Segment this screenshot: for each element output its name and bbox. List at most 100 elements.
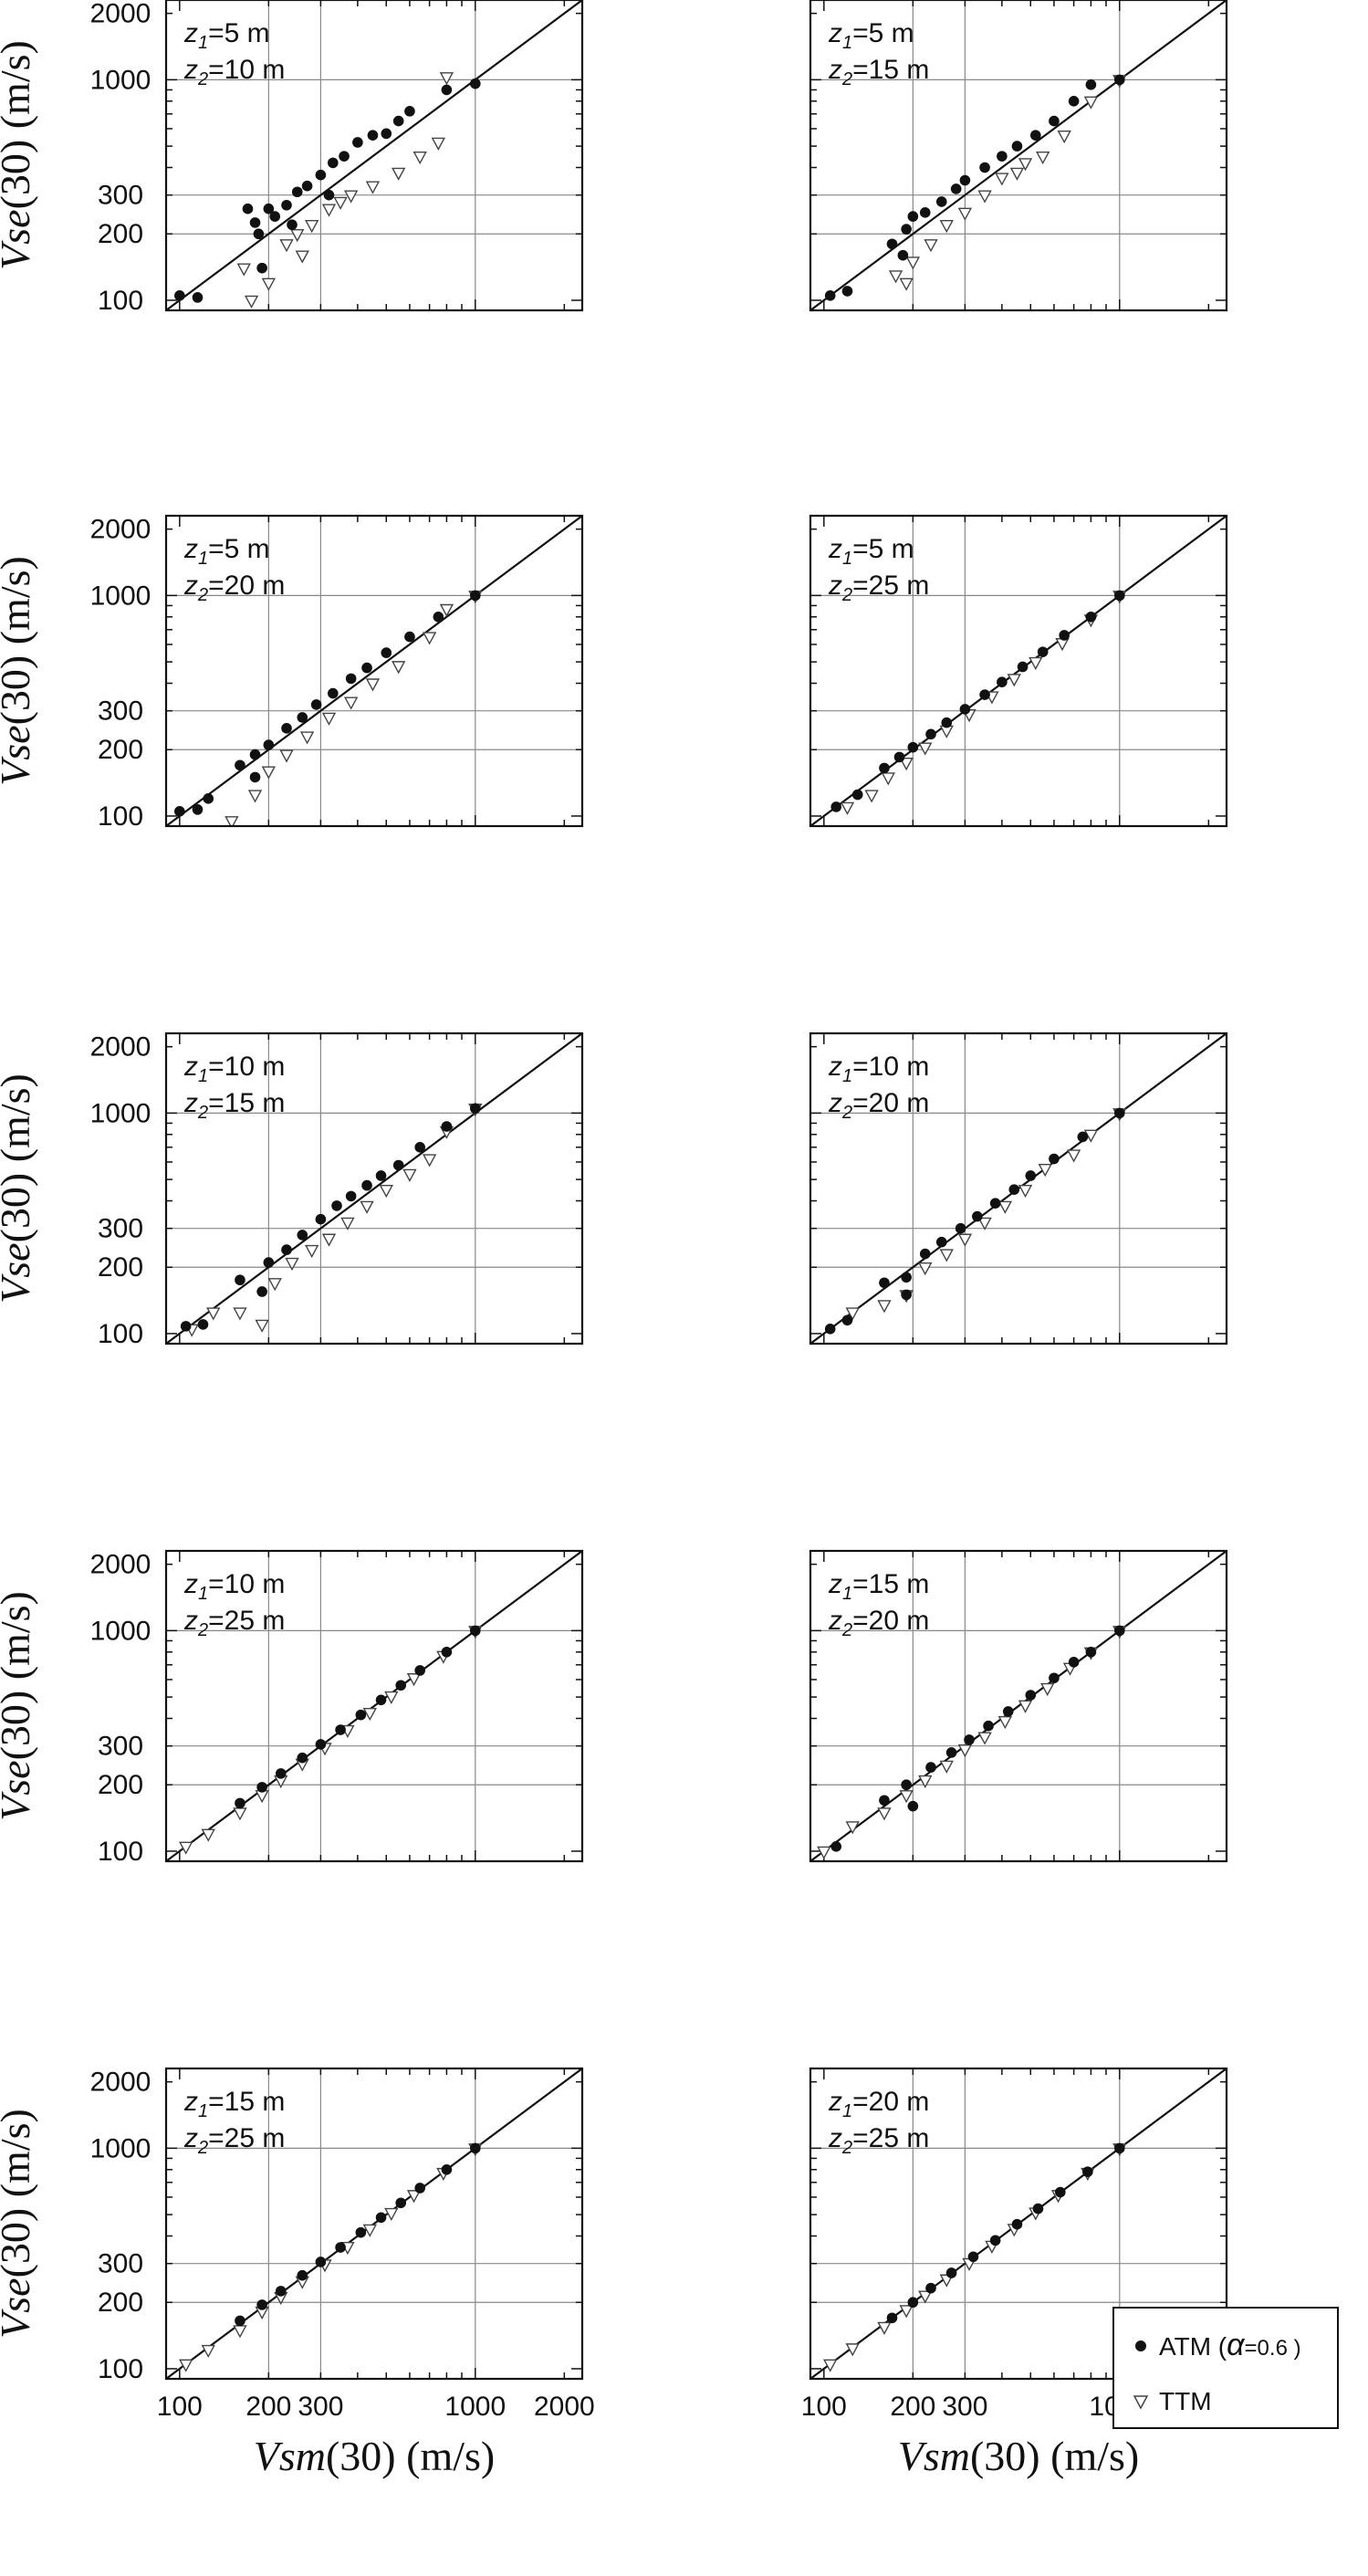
atm-point [955,1222,966,1234]
atm-point [174,806,185,817]
atm-point [375,1170,387,1181]
ttm-point [1018,1184,1033,1199]
atm-point [919,1248,931,1260]
annotation-z2-sub: 2 [197,1620,208,1640]
atm-point [824,1324,836,1335]
ttm-point [236,263,251,277]
atm-point [925,2282,936,2294]
atm-point [256,262,267,274]
atm-point [470,78,481,89]
one-to-one-line [166,1033,582,1344]
annotation-z2-sub: 2 [197,2138,208,2158]
atm-point [263,1257,275,1268]
ttm-point [362,1707,377,1722]
atm-point [851,789,863,801]
annotation-z1: z1=20 m [828,2087,929,2121]
y-tick-label: 300 [98,2249,143,2279]
ttm-point [365,678,381,692]
annotation-z2-sub: 2 [841,1620,852,1640]
panel-frame [164,514,584,828]
annotation-z2-symbol: z [183,1606,198,1636]
y-axis-label-rest: (30) (m/s) [0,2109,38,2278]
y-tick-label: 300 [98,696,143,727]
panel-frame [809,514,1228,828]
ttm-point [881,772,895,786]
annotation-z2-symbol: z [828,571,842,601]
panel-frame [809,0,1228,312]
atm-point [1054,2186,1066,2198]
ttm-point [343,696,359,710]
data-points [174,72,481,309]
ttm-point [1083,96,1099,110]
annotation-z2: z2=25 m [828,2123,929,2158]
atm-point [441,1121,453,1132]
ttm-point [422,632,437,645]
y-tick-label: 200 [98,735,143,765]
annotation-z2-value: =20 m [852,1088,929,1118]
y-tick-label: 2000 [90,515,151,545]
y-tick-label: 1000 [90,65,151,95]
y-tick-label: 300 [98,1214,143,1244]
annotation-z1-value: =10 m [852,1052,929,1082]
y-axis-label: Vse(30) (m/s) [0,40,38,270]
atm-point [1114,2142,1125,2154]
atm-point [253,228,265,240]
annotation-z1-sub: 1 [198,33,208,53]
atm-point [256,1782,267,1793]
annotation-z1: z1=15 m [828,1569,929,1604]
annotation-z2-sub: 2 [841,2138,852,2158]
atm-point [959,174,971,186]
atm-point [1085,79,1097,90]
atm-point [1017,661,1029,673]
ttm-point [864,790,879,803]
ttm-point [1066,1149,1081,1163]
atm-point [886,2312,898,2324]
ttm-point [343,190,359,204]
annotation-z2-value: =15 m [852,55,929,85]
ttm-point [957,1233,973,1247]
atm-point [1114,590,1125,602]
annotation-z2: z2=15 m [828,55,929,89]
atm-point [381,128,392,140]
annotation-z1-value: =5 m [852,534,914,564]
ttm-point [1036,151,1050,165]
panel-frame [809,2067,1228,2381]
atm-point [345,1190,357,1202]
atm-point [1077,1131,1089,1143]
atm-point [315,1213,327,1225]
annotation-z2: z2=20 m [828,1606,929,1640]
ttm-point [321,712,337,726]
atm-point [392,115,404,127]
annotation-z2-symbol: z [183,571,198,601]
panel-frame [164,1031,584,1346]
atm-point [192,804,204,815]
atm-point [174,290,185,301]
y-tick-label: 200 [98,1770,143,1800]
y-axis-label: Vse(30) (m/s) [0,1073,38,1304]
atm-point [395,2197,407,2209]
atm-point [1085,611,1097,623]
atm-point [925,1762,936,1773]
atm-point [470,590,481,602]
data-points [817,1625,1127,1859]
y-tick-label: 100 [98,801,143,832]
atm-point [275,1768,287,1779]
panel: z1=5 mz2=15 m [809,0,1228,312]
data-points [180,1103,483,1337]
atm-point [414,1141,425,1153]
annotation-z1-symbol: z [828,18,842,48]
ttm-point [422,1154,437,1168]
atm-point [989,1198,1001,1209]
atm-point [414,2183,425,2194]
atm-point [256,1286,267,1297]
ttm-point [977,1217,992,1230]
atm-point [1025,1170,1037,1181]
atm-point [197,1319,209,1330]
atm-point [256,2299,267,2310]
ttm-point [392,661,406,675]
atm-point [879,1795,890,1806]
atm-point [979,162,990,173]
y-tick-label: 100 [98,1837,143,1867]
annotation-z1-sub: 1 [198,1066,208,1086]
atm-point [886,238,898,250]
